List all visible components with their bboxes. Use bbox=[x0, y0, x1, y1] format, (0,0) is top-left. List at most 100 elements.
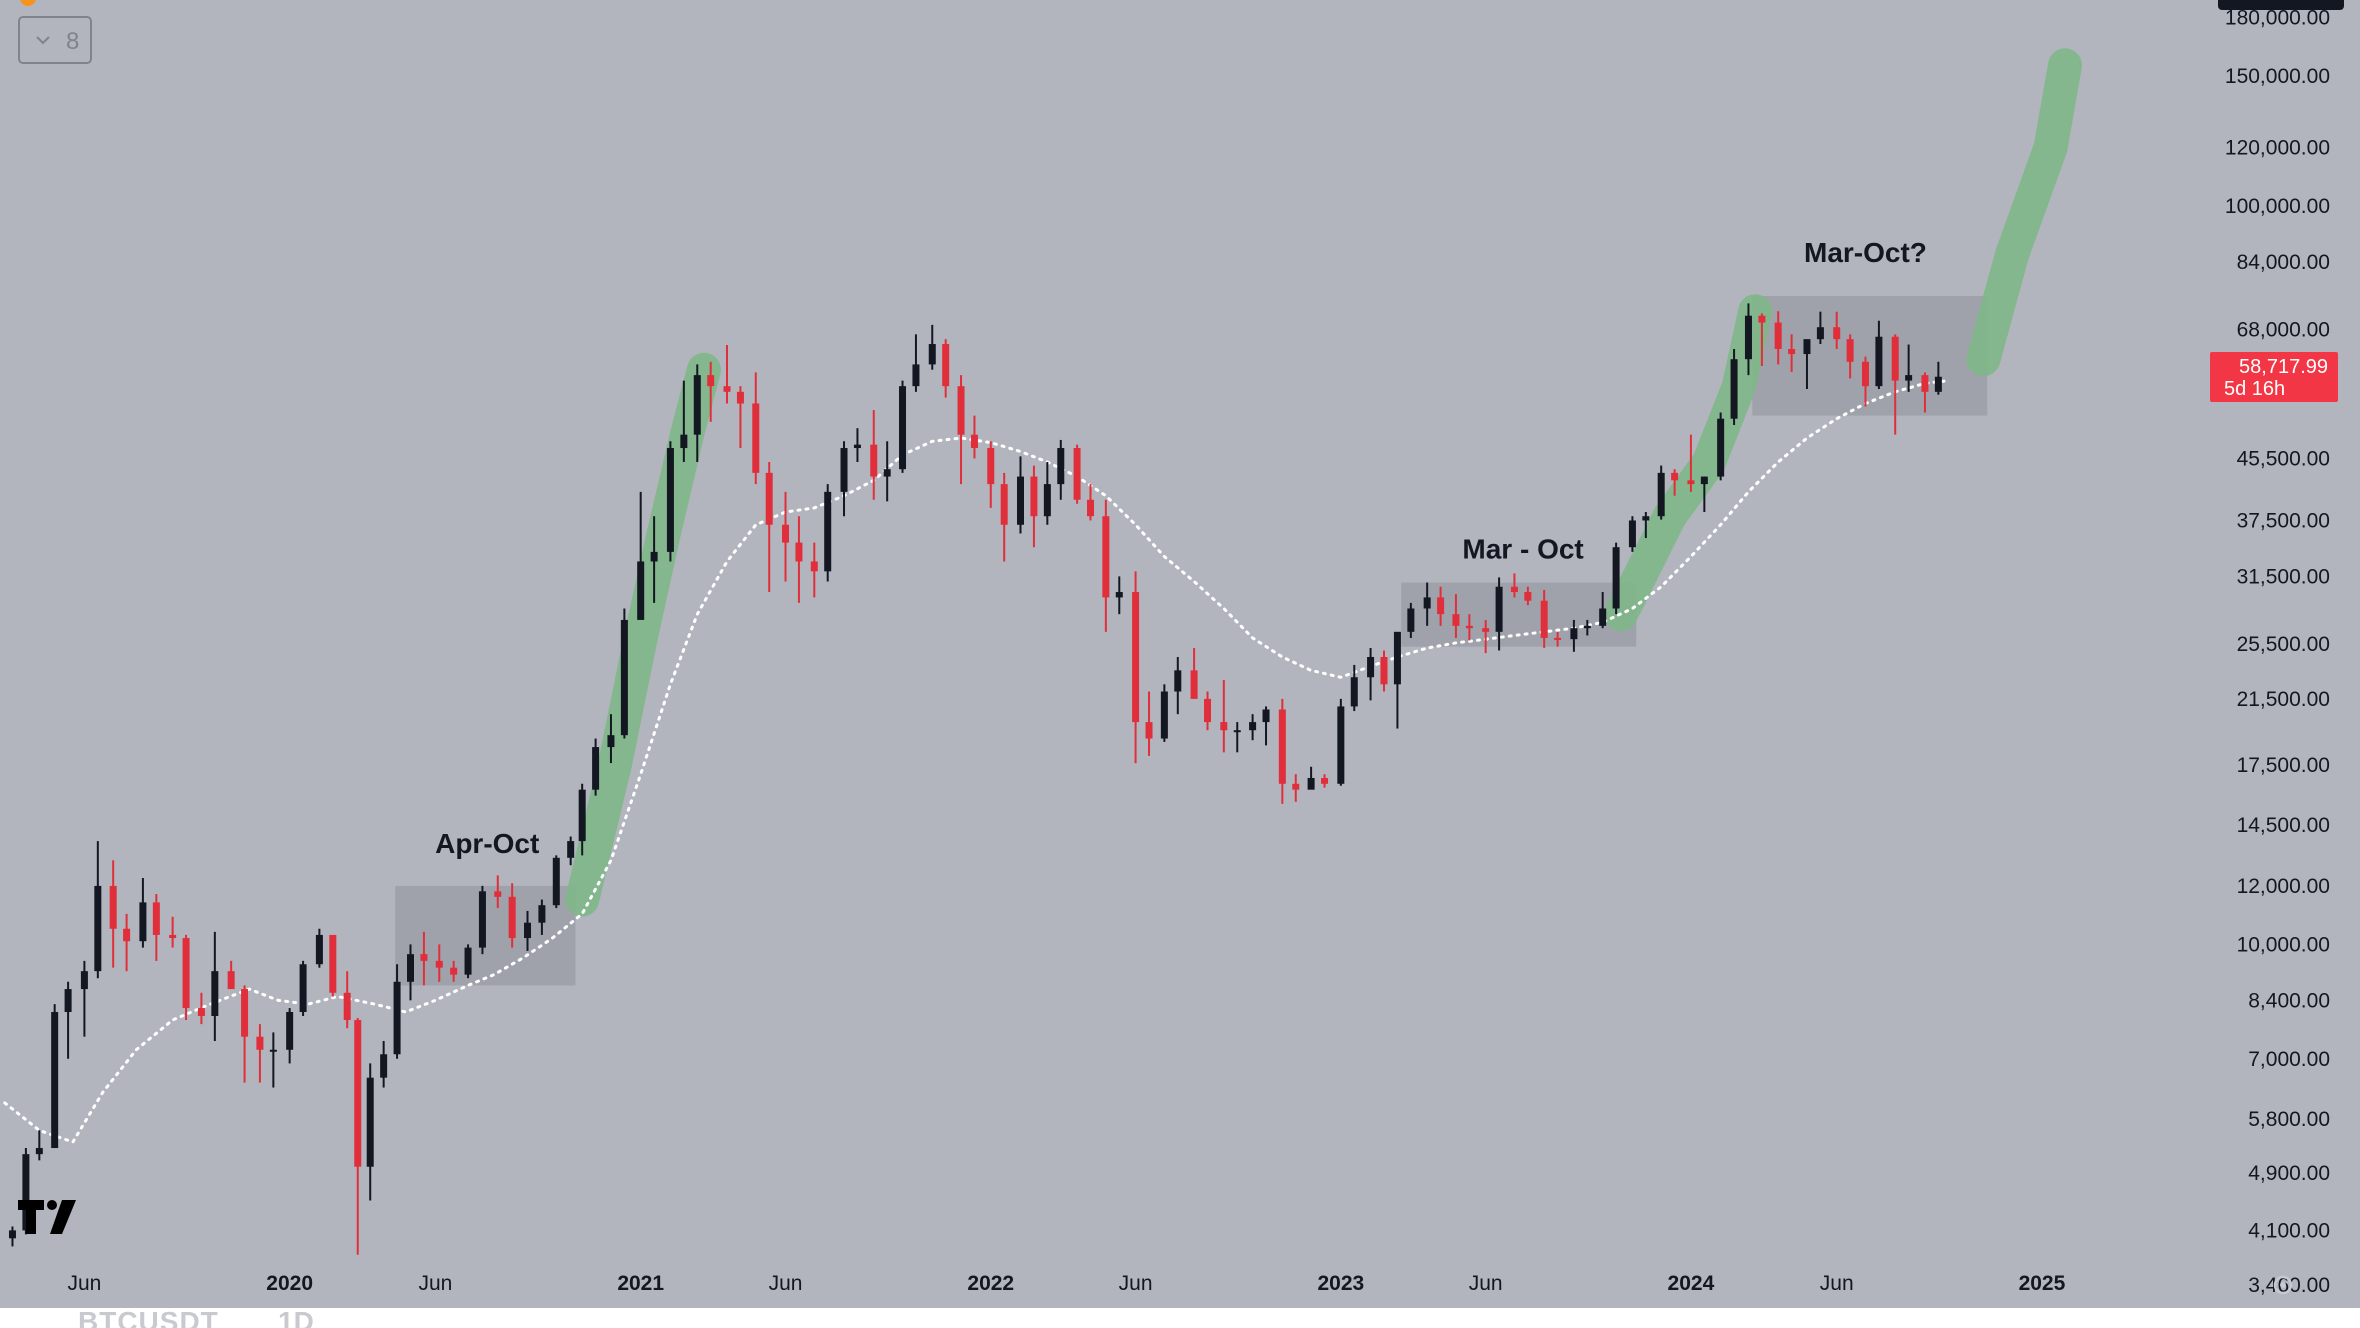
candle bbox=[1554, 631, 1562, 647]
candle bbox=[1482, 619, 1490, 654]
price-tick-label: 84,000.00 bbox=[2237, 251, 2330, 274]
candle bbox=[1350, 664, 1358, 712]
candles-layer bbox=[8, 303, 1942, 1255]
candle-body bbox=[464, 947, 472, 975]
range-label: Mar - Oct bbox=[1462, 534, 1583, 565]
candle-body bbox=[1423, 597, 1431, 609]
candle-body bbox=[343, 992, 351, 1021]
candle bbox=[1393, 631, 1401, 729]
candle bbox=[420, 931, 428, 986]
candle-body bbox=[736, 391, 744, 404]
candle-body bbox=[1350, 677, 1358, 707]
candle bbox=[354, 1017, 362, 1255]
candle bbox=[1321, 774, 1329, 788]
range-label: Apr-Oct bbox=[435, 828, 539, 859]
candle bbox=[1190, 647, 1198, 699]
candle bbox=[1174, 656, 1182, 715]
candle-body bbox=[1367, 656, 1375, 678]
moving-average-layer bbox=[3, 379, 1950, 1144]
candle-body bbox=[666, 448, 674, 552]
candle-body bbox=[538, 905, 546, 923]
candle-body bbox=[1262, 709, 1270, 723]
candle bbox=[899, 380, 907, 473]
candle-body bbox=[1380, 656, 1388, 685]
candle bbox=[1612, 542, 1620, 615]
candle bbox=[942, 339, 950, 398]
candle bbox=[782, 491, 790, 582]
candle-body bbox=[299, 964, 307, 1012]
candle-body bbox=[478, 891, 486, 948]
time-tick-label: 2023 bbox=[1317, 1272, 1364, 1295]
candle bbox=[680, 380, 688, 462]
candle bbox=[1583, 619, 1591, 636]
candle-body bbox=[650, 551, 658, 562]
candle bbox=[1043, 461, 1051, 525]
candle-body bbox=[1204, 698, 1212, 723]
candle-body bbox=[241, 989, 249, 1037]
price-tick-label: 4,100.00 bbox=[2248, 1219, 2330, 1242]
candle bbox=[169, 916, 177, 948]
candle-body bbox=[1788, 349, 1796, 355]
candle bbox=[765, 461, 773, 593]
time-tick-label: 2022 bbox=[967, 1272, 1014, 1295]
candle bbox=[1437, 586, 1445, 626]
candle bbox=[315, 928, 323, 968]
tradingview-logo-icon[interactable] bbox=[14, 1196, 90, 1243]
last-price-label: 58,717.99 5d 16h bbox=[2210, 352, 2338, 402]
time-axis[interactable]: Jun 2020 Jun 2021 Jun 2022 Jun 2023 Jun 2024 Jun 20… bbox=[67, 1272, 2065, 1295]
candle bbox=[269, 1032, 277, 1088]
candle-body bbox=[1554, 637, 1562, 640]
candle bbox=[197, 992, 205, 1025]
candle bbox=[1307, 766, 1315, 790]
price-tick-label: 12,000.00 bbox=[2237, 875, 2330, 898]
price-axis[interactable]: 3,460.00 4,100.00 4,900.00 5,800.00 7,000.00… bbox=[2225, 6, 2330, 1296]
candle-body bbox=[1115, 592, 1123, 598]
candle-body bbox=[1016, 476, 1024, 525]
candle-body bbox=[380, 1054, 388, 1078]
candle-body bbox=[1030, 476, 1038, 517]
candle-body bbox=[1921, 375, 1929, 392]
candle bbox=[286, 1008, 294, 1064]
price-tick-label: 5,800.00 bbox=[2248, 1108, 2330, 1131]
candle-body bbox=[1570, 628, 1578, 640]
candle-body bbox=[1132, 592, 1140, 723]
candle-body bbox=[1833, 327, 1841, 340]
candle-body bbox=[1393, 631, 1401, 685]
candle-body bbox=[1524, 592, 1532, 601]
candle bbox=[1016, 456, 1024, 534]
candle bbox=[241, 985, 249, 1083]
candle-body bbox=[1160, 691, 1168, 739]
candle-body bbox=[1846, 339, 1854, 362]
candle-body bbox=[1803, 339, 1811, 355]
candle bbox=[1861, 356, 1869, 407]
candle-body bbox=[51, 1011, 59, 1149]
price-tick-label: 25,500.00 bbox=[2237, 633, 2330, 656]
price-tick-label: 7,000.00 bbox=[2248, 1048, 2330, 1071]
candle-body bbox=[1700, 476, 1708, 485]
time-tick-label: Jun bbox=[1469, 1272, 1503, 1295]
candle bbox=[1087, 484, 1095, 521]
time-tick-label: Jun bbox=[419, 1272, 453, 1295]
price-tick-label: 31,500.00 bbox=[2237, 565, 2330, 588]
indicators-collapse-button[interactable]: 8 bbox=[18, 16, 92, 64]
symbol-name: BTCUSDT bbox=[78, 1308, 219, 1328]
candle bbox=[139, 878, 147, 948]
candle bbox=[1380, 650, 1388, 692]
candle bbox=[824, 484, 832, 582]
candle-body bbox=[1730, 359, 1738, 419]
candle-body bbox=[269, 1049, 277, 1052]
candle-body bbox=[592, 747, 600, 790]
candle-body bbox=[1628, 520, 1636, 548]
candle bbox=[1788, 334, 1796, 372]
range-box bbox=[1752, 296, 1988, 416]
candle bbox=[1000, 472, 1008, 562]
candle-body bbox=[578, 789, 586, 842]
price-tick-label: 3,460.00 bbox=[2248, 1274, 2330, 1297]
candle bbox=[1423, 582, 1431, 626]
candle bbox=[987, 441, 995, 508]
candle-body bbox=[1717, 418, 1725, 477]
candle-body bbox=[35, 1148, 43, 1155]
candle bbox=[1452, 594, 1460, 638]
gear-icon[interactable] bbox=[2268, 1270, 2298, 1305]
